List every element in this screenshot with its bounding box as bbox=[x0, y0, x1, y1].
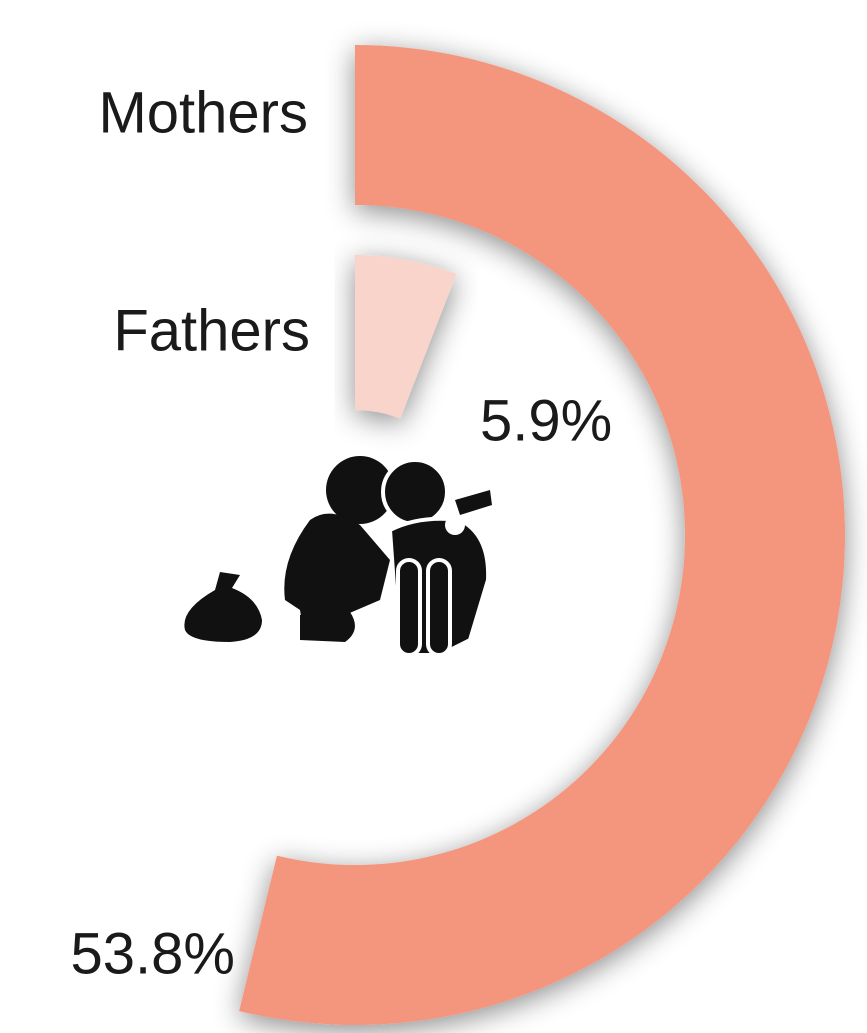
radial-bar bbox=[355, 255, 457, 419]
value-label: 5.9% bbox=[480, 388, 612, 453]
category-label: Mothers bbox=[98, 80, 308, 145]
radial-bar bbox=[239, 45, 846, 1025]
category-label: Fathers bbox=[113, 298, 310, 363]
value-label: 53.8% bbox=[71, 921, 235, 986]
family-icon bbox=[184, 456, 492, 657]
